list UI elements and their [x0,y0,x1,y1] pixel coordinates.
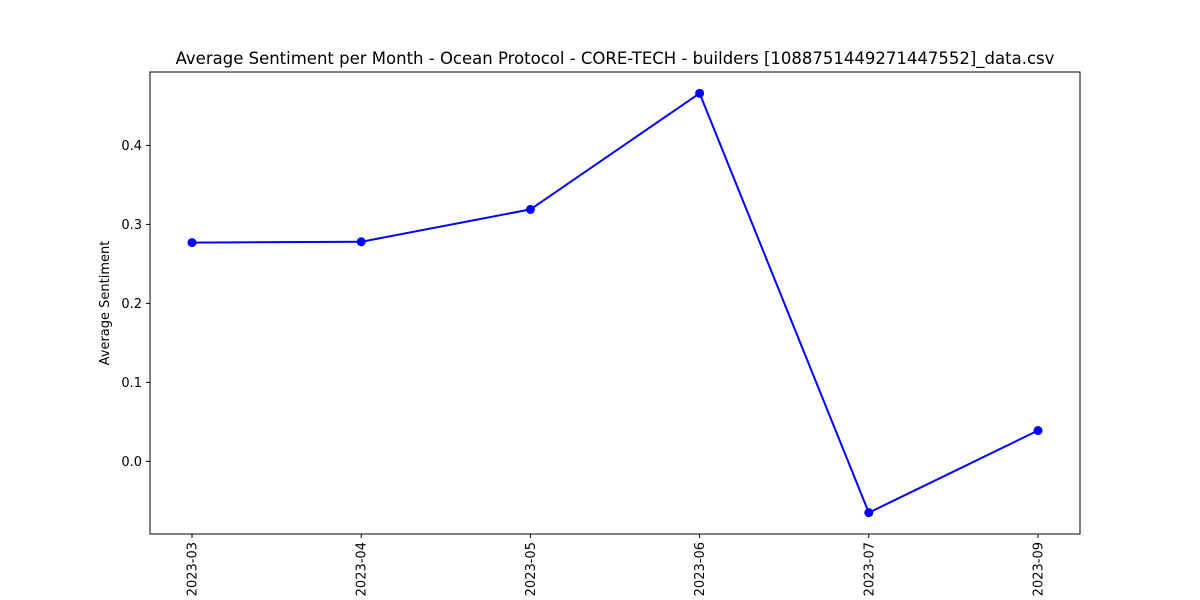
plot-frame [149,71,1081,535]
x-tick-label: 2023-06 [693,542,708,596]
y-tick-label: 0.2 [121,297,142,312]
data-point-2023-06 [695,88,705,98]
x-tick-label: 2023-04 [355,542,370,596]
data-point-2023-04 [356,237,366,247]
chart-title: Average Sentiment per Month - Ocean Prot… [176,49,1055,69]
series-average-sentiment [187,88,1043,518]
data-point-2023-05 [525,204,535,214]
y-tick-label: 0.4 [121,139,142,154]
x-tick-label: 2023-09 [1032,542,1047,596]
data-point-2023-09 [1033,426,1043,436]
y-tick-label: 0.1 [121,376,142,391]
y-tick-label: 0.3 [121,218,142,233]
x-axis-ticks: 2023-03 2023-04 2023-05 2023-06 2023-07 2023-… [186,534,1047,596]
data-point-2023-03 [187,238,197,248]
y-axis-ticks: 0.0 0.1 0.2 0.3 0.4 [121,139,150,470]
x-tick-label: 2023-07 [862,542,877,596]
y-axis-label: Average Sentiment [98,241,113,366]
series-markers [187,88,1043,518]
data-point-2023-07 [864,508,874,518]
y-tick-label: 0.0 [121,455,142,470]
x-tick-label: 2023-03 [186,542,201,596]
x-tick-label: 2023-05 [524,542,539,596]
series-line [191,92,1039,514]
plot-area [150,72,1080,534]
